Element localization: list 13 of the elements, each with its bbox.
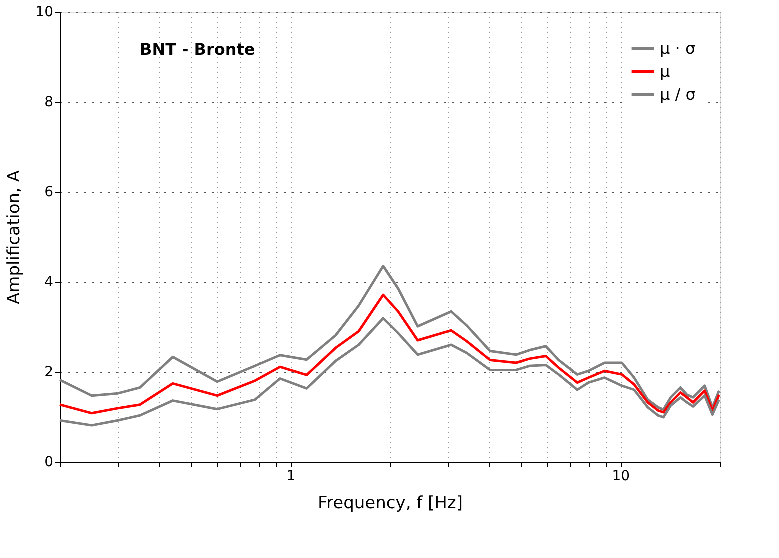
legend-label: μ / σ: [660, 85, 696, 104]
y-axis-title: Amplification, A: [4, 170, 25, 304]
x-tick-label: 1: [286, 468, 296, 484]
y-tick-label: 6: [44, 184, 54, 200]
legend-label: μ: [660, 62, 670, 81]
x-axis-title: Frequency, f [Hz]: [318, 494, 463, 514]
y-tick-label: 8: [44, 94, 54, 110]
y-tick-label: 2: [44, 364, 54, 380]
y-tick-label: 10: [36, 4, 54, 20]
annotation: BNT - Bronte: [140, 40, 256, 59]
y-tick-label: 4: [44, 274, 54, 290]
legend-label: μ · σ: [660, 39, 696, 58]
y-tick-label: 0: [44, 454, 54, 470]
